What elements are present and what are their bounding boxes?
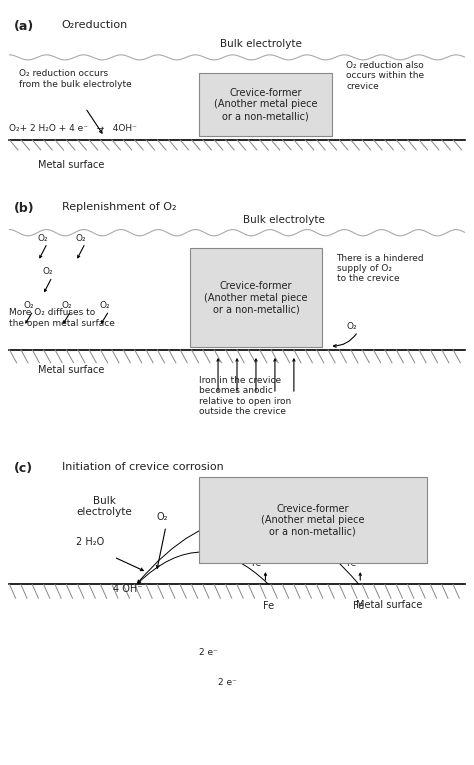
Text: Fe: Fe bbox=[263, 601, 274, 611]
FancyBboxPatch shape bbox=[199, 73, 332, 136]
Text: Initiation of crevice corrosion: Initiation of crevice corrosion bbox=[62, 462, 223, 472]
Text: 2 e⁻: 2 e⁻ bbox=[218, 679, 237, 688]
Text: Fe: Fe bbox=[353, 601, 364, 611]
Text: Metal surface: Metal surface bbox=[356, 600, 422, 610]
Text: O₂: O₂ bbox=[346, 322, 356, 331]
Text: Crevice-former
(Another metal piece
or a non-metallic): Crevice-former (Another metal piece or a… bbox=[214, 88, 317, 121]
Text: There is a hindered
supply of O₂
to the crevice: There is a hindered supply of O₂ to the … bbox=[337, 253, 424, 283]
Text: O₂: O₂ bbox=[100, 301, 110, 310]
Text: O₂: O₂ bbox=[43, 267, 53, 276]
Text: Metal surface: Metal surface bbox=[38, 160, 104, 170]
Text: O₂: O₂ bbox=[24, 301, 34, 310]
Text: Iron in the crevice
becomes anodic
relative to open iron
outside the crevice: Iron in the crevice becomes anodic relat… bbox=[199, 376, 292, 416]
Text: Fe⁺²: Fe⁺² bbox=[251, 559, 270, 568]
Text: More O₂ diffuses to
the open metal surface: More O₂ diffuses to the open metal surfa… bbox=[9, 308, 115, 327]
Text: 4 OH⁻: 4 OH⁻ bbox=[113, 584, 143, 594]
Text: Bulk
electrolyte: Bulk electrolyte bbox=[76, 496, 132, 517]
Text: O₂reduction: O₂reduction bbox=[62, 21, 128, 31]
FancyBboxPatch shape bbox=[199, 477, 427, 563]
Text: Bulk electrolyte: Bulk electrolyte bbox=[244, 215, 325, 225]
Text: O₂: O₂ bbox=[156, 513, 168, 522]
Text: O₂: O₂ bbox=[76, 233, 86, 243]
Text: Metal surface: Metal surface bbox=[38, 366, 104, 376]
Text: Fe⁺²: Fe⁺² bbox=[346, 559, 365, 568]
Text: Bulk electrolyte: Bulk electrolyte bbox=[220, 39, 301, 49]
Text: (a): (a) bbox=[14, 21, 35, 34]
Text: O₂ reduction also
occurs within the
crevice: O₂ reduction also occurs within the crev… bbox=[346, 60, 424, 90]
Text: 2 H₂O: 2 H₂O bbox=[76, 537, 104, 547]
Text: (c): (c) bbox=[14, 462, 33, 475]
FancyBboxPatch shape bbox=[190, 249, 322, 347]
Text: (b): (b) bbox=[14, 201, 35, 214]
Text: Replenishment of O₂: Replenishment of O₂ bbox=[62, 201, 176, 211]
Text: O₂ reduction occurs
from the bulk electrolyte: O₂ reduction occurs from the bulk electr… bbox=[19, 69, 132, 89]
Text: O₂: O₂ bbox=[62, 301, 72, 310]
Text: O₂+ 2 H₂O + 4 e⁻   →   4OH⁻: O₂+ 2 H₂O + 4 e⁻ → 4OH⁻ bbox=[9, 124, 137, 133]
Text: O₂: O₂ bbox=[38, 233, 48, 243]
Text: 2 e⁻: 2 e⁻ bbox=[199, 648, 218, 657]
Text: Crevice-former
(Another metal piece
or a non-metallic): Crevice-former (Another metal piece or a… bbox=[204, 282, 308, 314]
Text: Crevice-former
(Another metal piece
or a non-metallic): Crevice-former (Another metal piece or a… bbox=[261, 503, 365, 537]
